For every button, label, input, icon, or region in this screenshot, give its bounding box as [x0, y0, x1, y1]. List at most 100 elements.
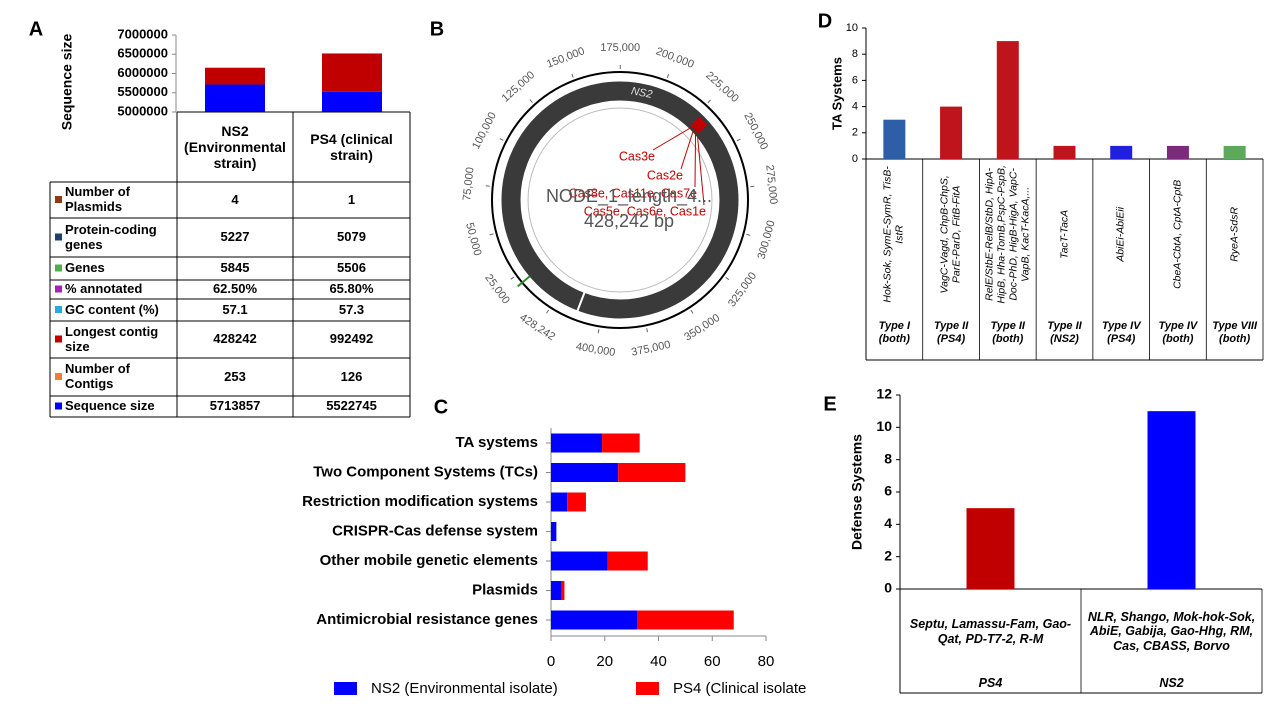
category-label: TacT-TacA [1058, 209, 1071, 259]
y-tick-label: 10 [876, 418, 892, 434]
bar-segment [551, 581, 562, 600]
ring-label: NS2 [630, 85, 653, 101]
table-cell: 5713857 [209, 398, 261, 414]
row-label: Sequence size [65, 398, 155, 414]
bar-segment [205, 84, 265, 112]
bar-segment [322, 53, 382, 92]
bar [966, 508, 1015, 589]
column-header: NS2 (Environmental strain) [184, 122, 286, 172]
y-tick-label: 8 [884, 450, 892, 466]
x-tick [529, 99, 533, 103]
legend-swatch [334, 682, 357, 695]
y-tick-label: 12 [876, 386, 892, 402]
x-tick [546, 309, 550, 314]
y-axis-label: Defense Systems [849, 434, 865, 550]
group-label: Type II (both) [990, 319, 1025, 345]
y-tick-label: 4 [852, 101, 858, 113]
bar-segment [602, 433, 640, 453]
x-tick-label: 325,000 [726, 270, 759, 309]
x-tick-label: 428,242 [517, 312, 557, 344]
bar [1223, 145, 1246, 159]
y-tick-label: 5500000 [117, 84, 168, 99]
legend-label: NS2 (Environmental isolate) [371, 680, 558, 697]
y-tick-label: 2 [884, 547, 892, 563]
bar-segment [618, 463, 686, 482]
table-cell: 65.80% [329, 281, 374, 297]
feature-label: Cas8e, Cas11e, Cas7e [569, 186, 697, 200]
feature-leader [696, 131, 705, 206]
y-tick-label: Two Component Systems (TCs) [313, 463, 538, 480]
group-label: Type II (PS4) [933, 319, 969, 345]
legend-swatch [55, 233, 62, 241]
bar [940, 106, 963, 159]
y-tick-label: Antimicrobial resistance genes [316, 611, 538, 628]
backbone [501, 81, 739, 319]
x-tick-label: 375,000 [630, 339, 671, 359]
x-tick-label: 80 [758, 653, 775, 670]
x-tick-label: 400,000 [575, 341, 616, 359]
backbone-gap [576, 291, 586, 313]
bar-segment [322, 91, 382, 112]
x-tick [571, 73, 574, 78]
feature-marker [516, 275, 531, 288]
y-axis-label: TA Systems [829, 57, 844, 130]
table-cell: 126 [340, 368, 363, 384]
table-cell: 62.50% [212, 281, 258, 297]
category-label: VagC-Vagd, ChpB-ChpS, ParE-ParD, FitB-Fi… [938, 174, 964, 294]
panel-letter: D [818, 10, 832, 32]
panel-letter: C [434, 396, 448, 418]
table-cell: 253 [224, 368, 246, 384]
bar-segment [205, 68, 265, 85]
table-cell: 57.3 [338, 301, 365, 317]
map-title: NODE_1_length_4... [546, 186, 712, 207]
feature [692, 118, 705, 130]
y-tick-label: 6500000 [117, 46, 168, 61]
bar-segment [551, 463, 619, 482]
table-cell: 5079 [337, 229, 366, 245]
x-tick [499, 138, 504, 141]
x-tick-label: 100,000 [470, 110, 499, 151]
inner-ring [527, 107, 713, 293]
table-cell: 992492 [329, 331, 374, 347]
x-tick [510, 276, 515, 280]
legend-swatch [55, 196, 62, 203]
panel-letter: E [823, 393, 836, 415]
bar-segment [607, 551, 648, 571]
group-label: Type IV (both) [1158, 319, 1198, 345]
outer-ring [491, 71, 749, 329]
row-label: GC content (%) [65, 301, 159, 317]
legend-swatch [55, 306, 62, 313]
x-tick-label: 25,000 [482, 272, 511, 306]
feature-label: Cas2e [647, 168, 683, 182]
row-label: Number of Plasmids [65, 184, 130, 214]
bar [996, 41, 1019, 159]
legend-swatch [55, 373, 62, 380]
feature-label: Cas5e, Cas6e, Cas1e [584, 204, 706, 218]
y-tick-label: 5000000 [117, 103, 168, 118]
bar-segment [561, 581, 565, 600]
category-label: NLR, Shango, Mok-hok-Sok, AbiE, Gabija, … [1087, 609, 1256, 653]
x-tick [489, 233, 494, 236]
y-tick-label: TA systems [455, 434, 538, 451]
x-tick [690, 309, 694, 314]
table-cell: 5506 [337, 260, 366, 276]
x-tick-label: 300,000 [756, 219, 778, 261]
bar [1110, 145, 1133, 159]
legend-label: PS4 (Clinical isolate [673, 680, 806, 697]
x-tick-label: 350,000 [682, 312, 722, 344]
table-cell: 5845 [220, 260, 250, 276]
x-tick [646, 328, 648, 333]
bar-segment [551, 522, 557, 541]
table-cell: 5227 [220, 229, 250, 245]
y-tick-label: 0 [852, 153, 858, 165]
feature-label: Cas3e [619, 149, 655, 163]
bar-segment [551, 610, 637, 630]
y-tick-label: 6 [884, 483, 892, 499]
table-cell: 57.1 [222, 301, 248, 317]
x-tick-label: 175,000 [600, 42, 640, 54]
category-label: AbiEi-AbiEii [1115, 206, 1128, 262]
category-label: CbeA-CbtA, CptA-CptB [1171, 179, 1184, 289]
table-cell: 1 [347, 191, 356, 207]
